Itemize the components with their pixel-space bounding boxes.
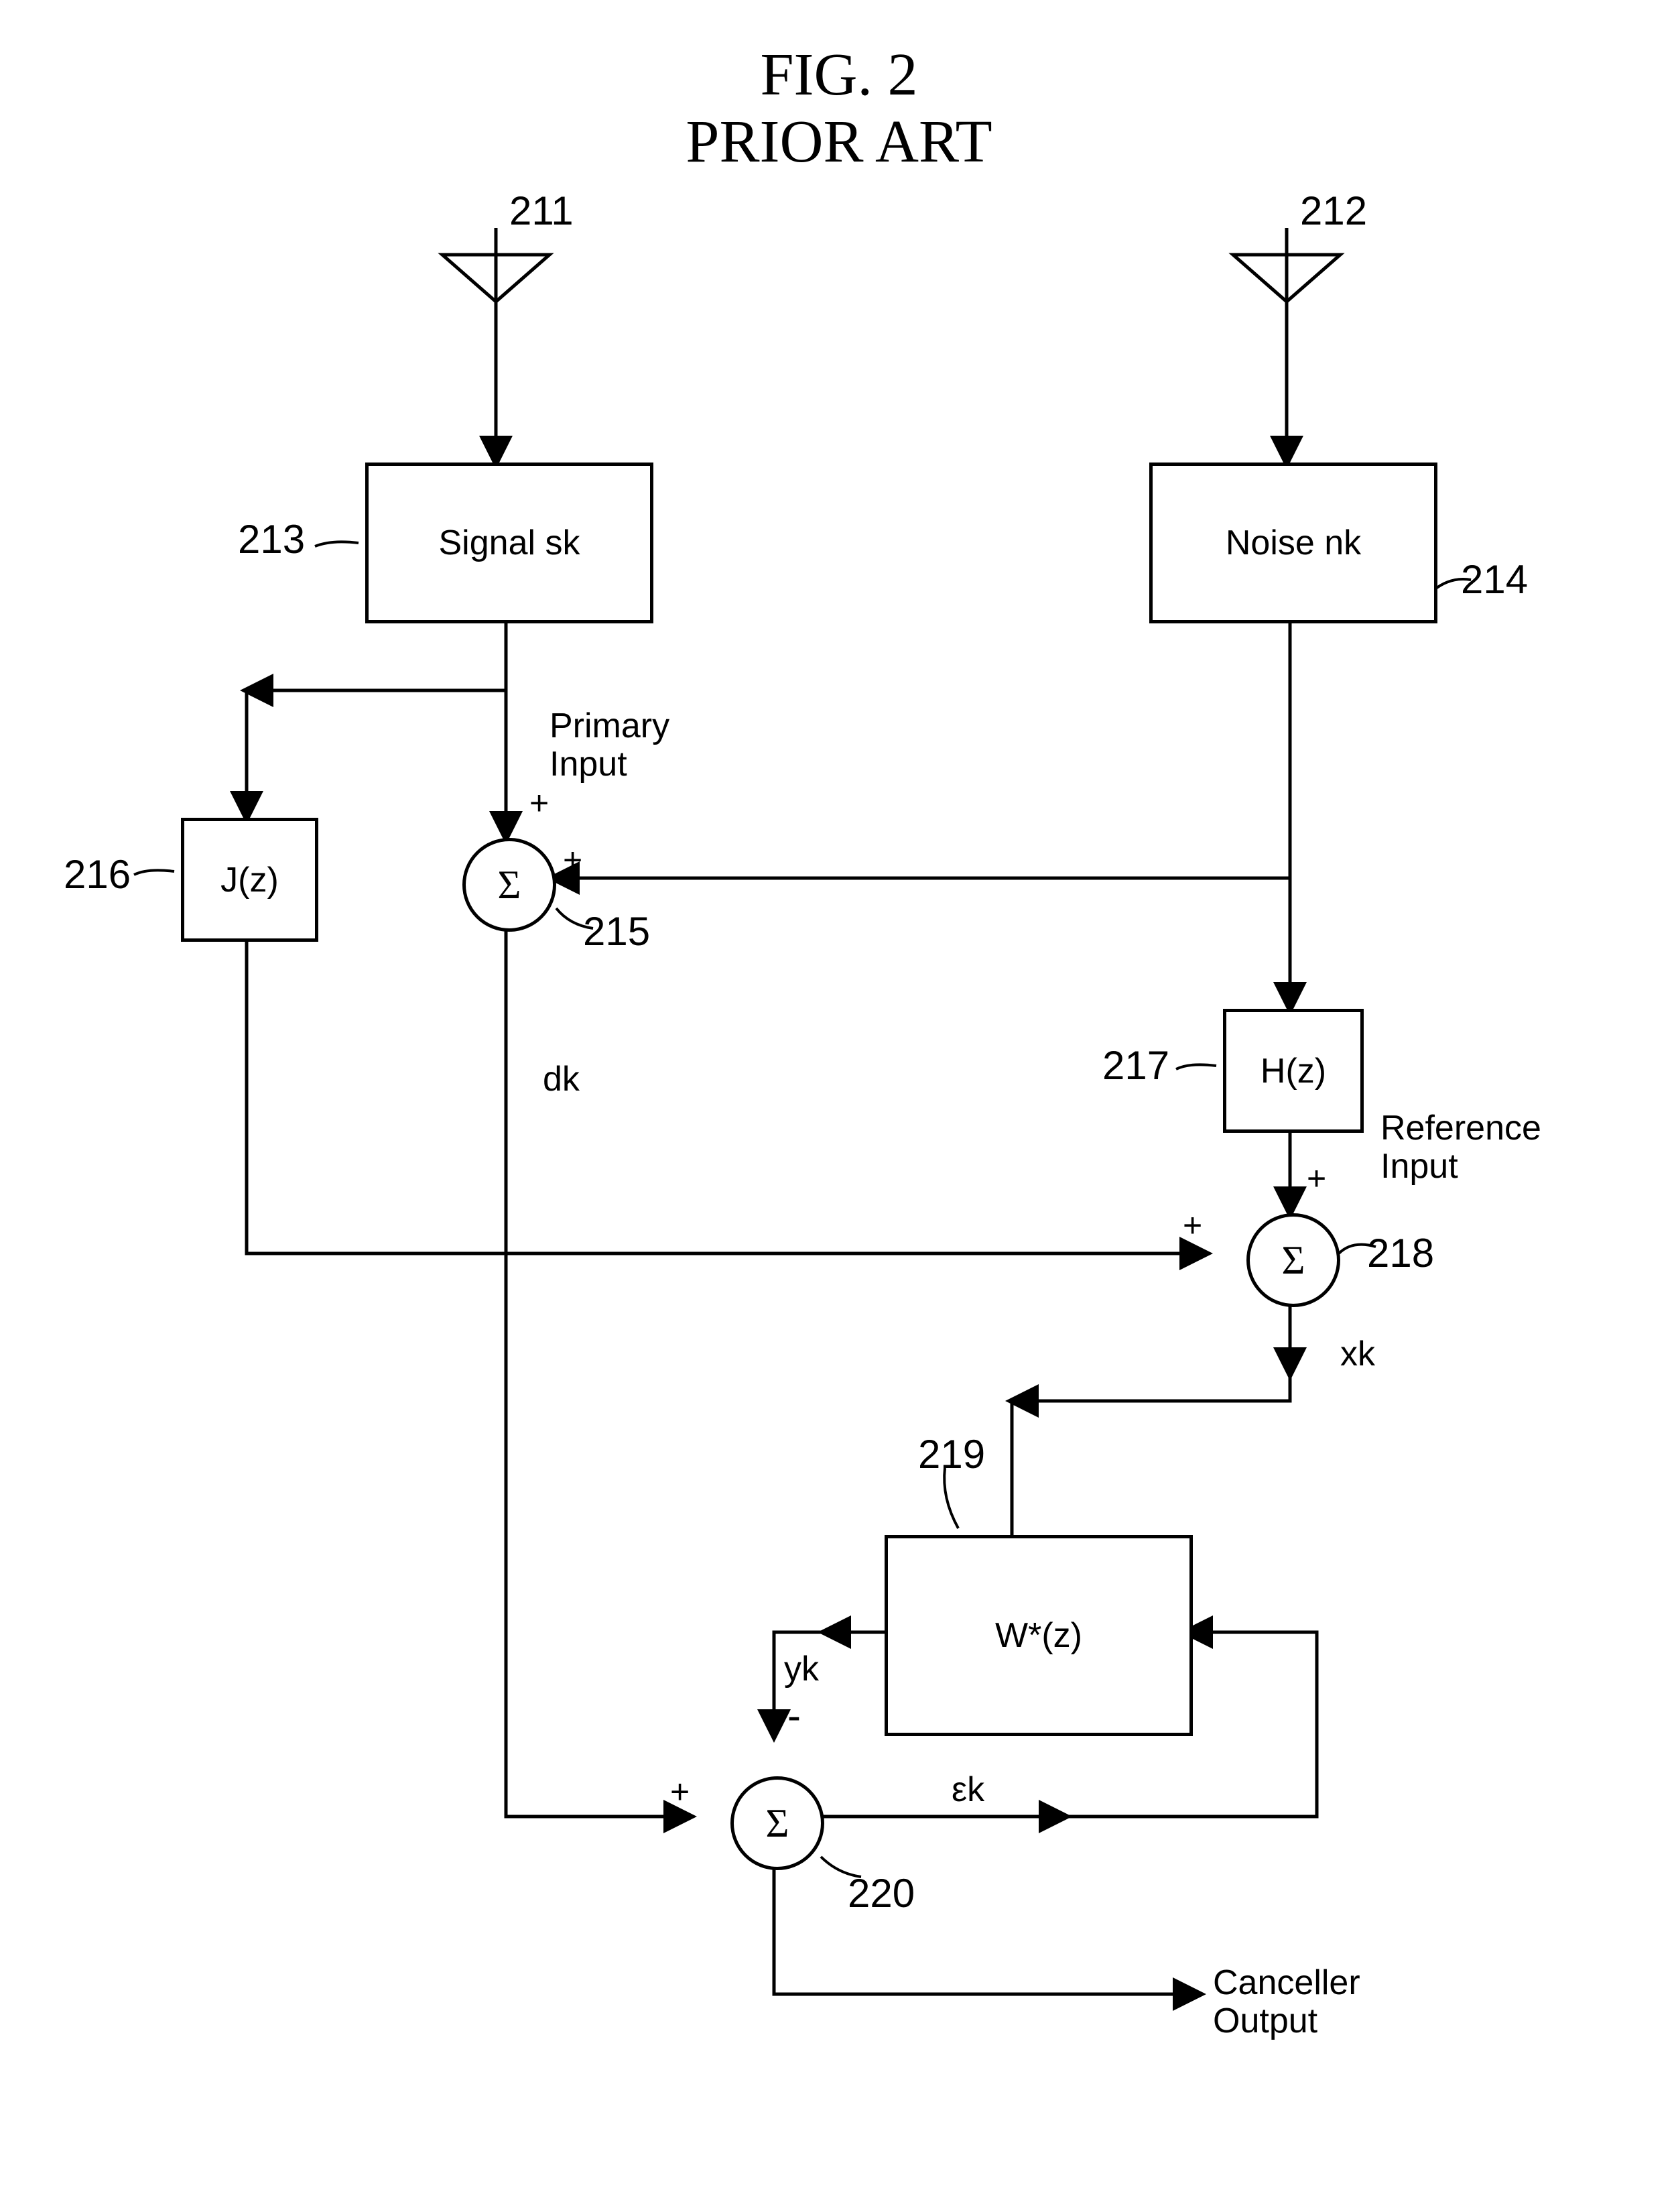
dk-label: dk xyxy=(543,1059,580,1099)
xk-label: xk xyxy=(1340,1334,1375,1374)
figure-number: FIG. 2 xyxy=(0,40,1678,109)
ref-217: 217 xyxy=(1102,1042,1169,1089)
svg-text:+: + xyxy=(1183,1207,1202,1244)
summer-218: Σ xyxy=(1246,1213,1340,1307)
reference-input-label: Reference Input xyxy=(1380,1109,1541,1186)
ref-211: 211 xyxy=(509,188,574,234)
antenna-icon xyxy=(1233,228,1340,302)
noise-block-label: Noise nk xyxy=(1226,523,1361,563)
diagram-canvas: FIG. 2 PRIOR ART xyxy=(0,0,1678,2212)
svg-text:+: + xyxy=(529,784,549,822)
ref-214: 214 xyxy=(1461,556,1528,603)
summer-220: Σ xyxy=(730,1776,824,1870)
ref-219: 219 xyxy=(918,1431,985,1477)
ek-label: εk xyxy=(952,1770,984,1810)
svg-text:+: + xyxy=(1307,1160,1326,1197)
svg-text:-: - xyxy=(787,1693,801,1738)
signal-block: Signal sk xyxy=(365,463,653,623)
canceller-output-label: Canceller Output xyxy=(1213,1964,1360,2040)
summer-215: Σ xyxy=(462,838,556,932)
noise-block: Noise nk xyxy=(1149,463,1437,623)
ref-218: 218 xyxy=(1367,1230,1434,1276)
svg-text:+: + xyxy=(670,1773,690,1810)
hz-block: H(z) xyxy=(1223,1009,1364,1133)
ref-220: 220 xyxy=(848,1870,915,1916)
ref-216: 216 xyxy=(64,851,131,898)
ref-213: 213 xyxy=(238,516,305,562)
wstar-block: W*(z) xyxy=(885,1535,1193,1736)
wstar-block-label: W*(z) xyxy=(995,1615,1082,1656)
yk-label: yk xyxy=(784,1649,819,1689)
wiring-layer: + + + + + - xyxy=(0,0,1678,2212)
hz-block-label: H(z) xyxy=(1261,1051,1326,1091)
jz-block: J(z) xyxy=(181,818,318,942)
ref-212: 212 xyxy=(1300,188,1367,234)
primary-input-label: Primary Input xyxy=(550,707,669,784)
jz-block-label: J(z) xyxy=(220,860,279,900)
ref-215: 215 xyxy=(583,908,650,955)
figure-subtitle: PRIOR ART xyxy=(0,107,1678,176)
antenna-icon xyxy=(442,228,550,302)
signal-block-label: Signal sk xyxy=(439,523,580,563)
svg-text:+: + xyxy=(563,841,582,879)
